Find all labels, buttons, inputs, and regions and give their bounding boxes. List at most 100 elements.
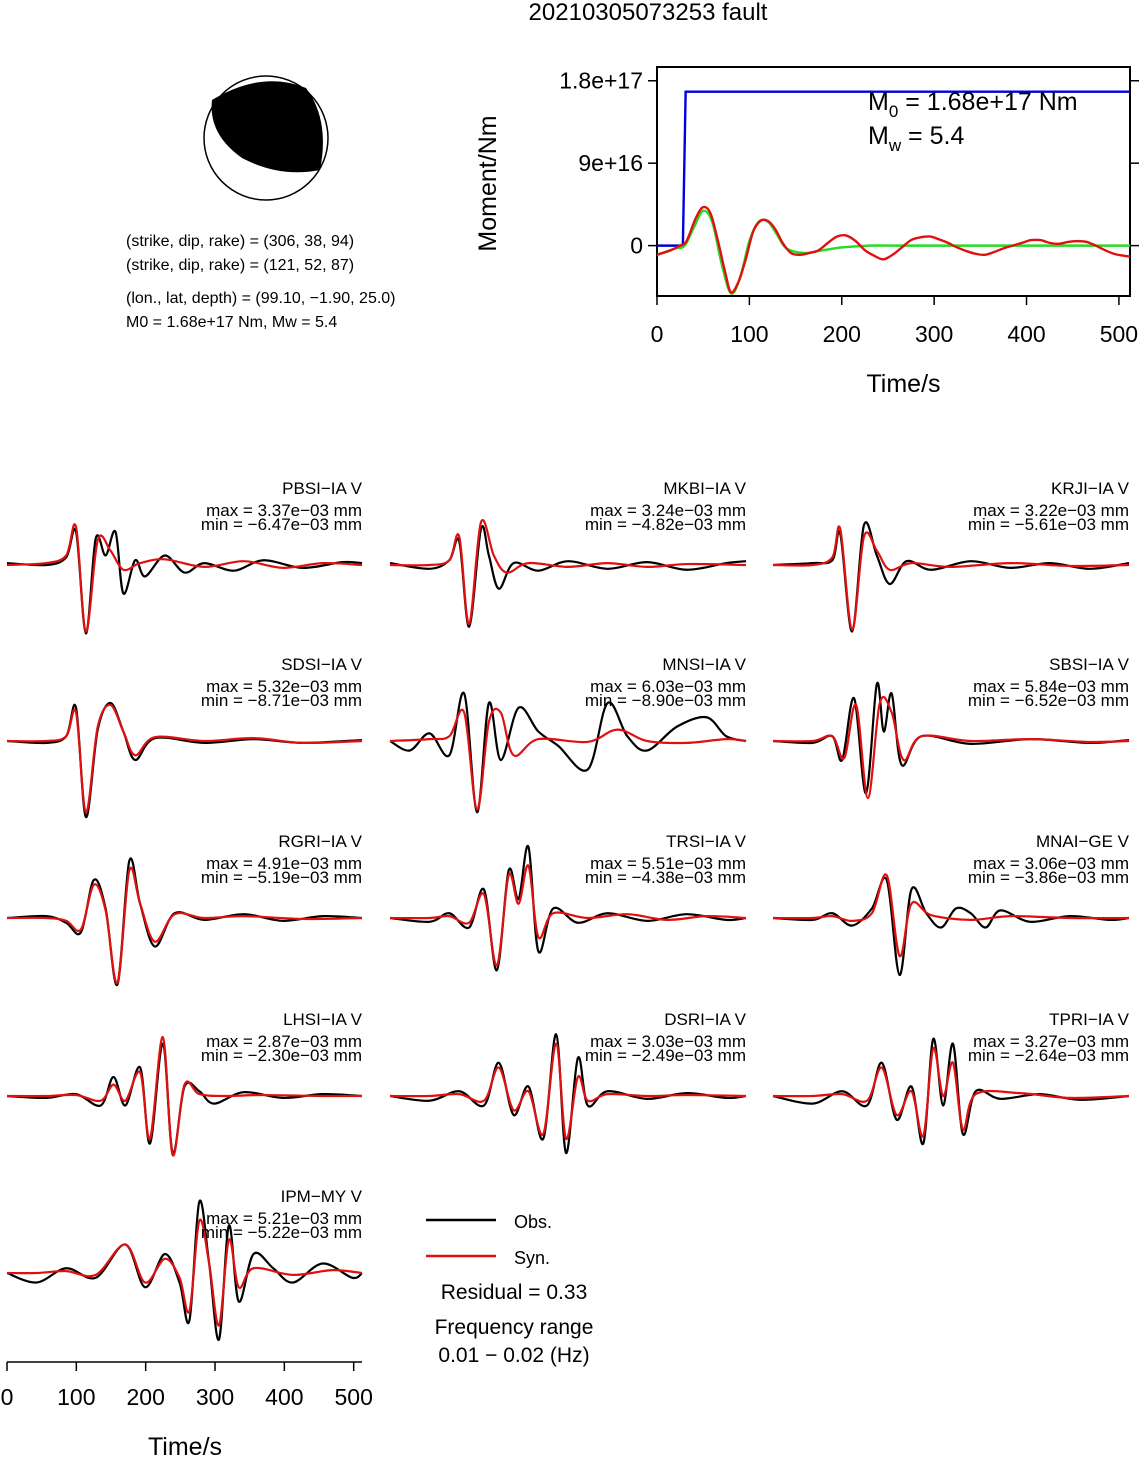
observed-trace bbox=[772, 681, 1130, 795]
observed-trace bbox=[6, 1199, 363, 1341]
station-max: max = 5.32e−03 mm bbox=[206, 677, 362, 696]
bottom-x-tick-label: 500 bbox=[334, 1384, 372, 1410]
plane1-text: (strike, dip, rake) = (306, 38, 94) bbox=[126, 233, 354, 250]
observed-trace bbox=[6, 527, 363, 635]
legend: Obs. Syn. Residual = 0.33 Frequency rang… bbox=[426, 1212, 593, 1367]
station-min: min = −2.64e−03 mm bbox=[968, 1046, 1129, 1065]
station-name: TRSI−IA V bbox=[666, 832, 746, 851]
station-max: max = 3.27e−03 mm bbox=[973, 1032, 1129, 1051]
station-min: min = −4.38e−03 mm bbox=[585, 868, 746, 887]
station-min: min = −5.19e−03 mm bbox=[201, 868, 362, 887]
station-max: max = 2.87e−03 mm bbox=[206, 1032, 362, 1051]
station-max: max = 3.03e−03 mm bbox=[590, 1032, 746, 1051]
synthetic-trace bbox=[772, 873, 1130, 958]
observed-trace bbox=[389, 1033, 747, 1155]
station-min: min = −3.86e−03 mm bbox=[968, 868, 1129, 887]
station-max: max = 3.22e−03 mm bbox=[973, 501, 1129, 520]
waveform-time-axis: 0 100 200 300 400 500 Time/s bbox=[1, 1361, 373, 1458]
moment-y-tick-label: 9e+16 bbox=[578, 150, 643, 176]
station-max: max = 3.37e−03 mm bbox=[206, 501, 362, 520]
frequency-range-value: 0.01 − 0.02 (Hz) bbox=[438, 1344, 589, 1367]
observed-trace bbox=[389, 691, 747, 814]
figure-title: 20210305073253 fault bbox=[529, 0, 768, 26]
observed-trace bbox=[389, 845, 747, 972]
observed-trace bbox=[772, 1037, 1130, 1145]
station-max: max = 5.21e−03 mm bbox=[206, 1209, 362, 1228]
station-name: KRJI−IA V bbox=[1051, 479, 1130, 498]
station-name: RGRI−IA V bbox=[278, 832, 362, 851]
station-min: min = −2.49e−03 mm bbox=[585, 1046, 746, 1065]
moment-annotation-mw: Mw = 5.4 bbox=[868, 122, 964, 155]
station-name: MNSI−IA V bbox=[662, 655, 746, 674]
stf-green-line bbox=[657, 209, 1130, 295]
synthetic-trace bbox=[772, 525, 1130, 631]
station-max: max = 4.91e−03 mm bbox=[206, 854, 362, 873]
synthetic-trace bbox=[389, 518, 747, 626]
synthetic-trace bbox=[772, 696, 1130, 800]
station-name: LHSI−IA V bbox=[283, 1010, 363, 1029]
synthetic-trace bbox=[389, 1042, 747, 1140]
station-max: max = 5.84e−03 mm bbox=[973, 677, 1129, 696]
synthetic-trace bbox=[6, 523, 363, 633]
station-name: SBSI−IA V bbox=[1049, 655, 1130, 674]
synthetic-trace bbox=[389, 864, 747, 967]
moment-x-tick-label: 100 bbox=[730, 321, 768, 347]
moment-annotation-m0: M0 = 1.68e+17 Nm bbox=[868, 88, 1078, 121]
station-name: TPRI−IA V bbox=[1049, 1010, 1129, 1029]
bottom-x-tick-label: 0 bbox=[1, 1384, 14, 1410]
station-name: SDSI−IA V bbox=[281, 655, 362, 674]
moment-x-axis-label: Time/s bbox=[866, 370, 940, 398]
bottom-x-tick-label: 200 bbox=[126, 1384, 164, 1410]
residual-text: Residual = 0.33 bbox=[441, 1281, 588, 1304]
moment-x-tick-label: 400 bbox=[1007, 321, 1045, 347]
station-min: min = −6.52e−03 mm bbox=[968, 691, 1129, 710]
synthetic-trace bbox=[6, 1035, 363, 1157]
moment-plot-frame bbox=[656, 66, 1131, 297]
station-max: max = 6.03e−03 mm bbox=[590, 677, 746, 696]
observed-trace bbox=[389, 525, 747, 628]
bottom-x-tick-label: 300 bbox=[196, 1384, 234, 1410]
bottom-x-axis-label: Time/s bbox=[148, 1433, 222, 1458]
beachball bbox=[203, 75, 329, 201]
station-min: min = −8.90e−03 mm bbox=[585, 691, 746, 710]
observed-trace bbox=[6, 701, 363, 819]
station-name: MKBI−IA V bbox=[663, 479, 746, 498]
moment-y-tick-label: 1.8e+17 bbox=[559, 68, 643, 94]
location-text: (lon., lat, depth) = (99.10, −1.90, 25.0… bbox=[126, 290, 396, 307]
legend-syn-label: Syn. bbox=[514, 1248, 550, 1268]
station-name: PBSI−IA V bbox=[282, 479, 363, 498]
moment-rate-plot: 0 100 200 300 400 500 0 9e+16 1.8e+17 Time/s Momen… bbox=[474, 66, 1139, 398]
station-name: MNAI−GE V bbox=[1036, 832, 1130, 851]
moment-x-tick-label: 300 bbox=[915, 321, 953, 347]
station-max: max = 3.06e−03 mm bbox=[973, 854, 1129, 873]
moment-cumulative-line bbox=[657, 90, 1130, 247]
moment-summary-text: M0 = 1.68e+17 Nm, Mw = 5.4 bbox=[126, 314, 337, 331]
observed-trace bbox=[772, 521, 1130, 633]
moment-y-tick-label: 0 bbox=[630, 233, 643, 259]
station-min: min = −5.22e−03 mm bbox=[201, 1223, 362, 1242]
synthetic-trace bbox=[6, 1218, 363, 1327]
station-min: min = −6.47e−03 mm bbox=[201, 515, 362, 534]
moment-x-tick-label: 500 bbox=[1100, 321, 1138, 347]
observed-trace bbox=[6, 1042, 363, 1155]
station-min: min = −2.30e−03 mm bbox=[201, 1046, 362, 1065]
station-name: IPM−MY V bbox=[281, 1187, 363, 1206]
observed-trace bbox=[772, 876, 1130, 977]
station-name: DSRI−IA V bbox=[664, 1010, 746, 1029]
legend-obs-label: Obs. bbox=[514, 1212, 552, 1232]
bottom-x-tick-label: 100 bbox=[57, 1384, 95, 1410]
stf-red-line bbox=[657, 205, 1130, 294]
